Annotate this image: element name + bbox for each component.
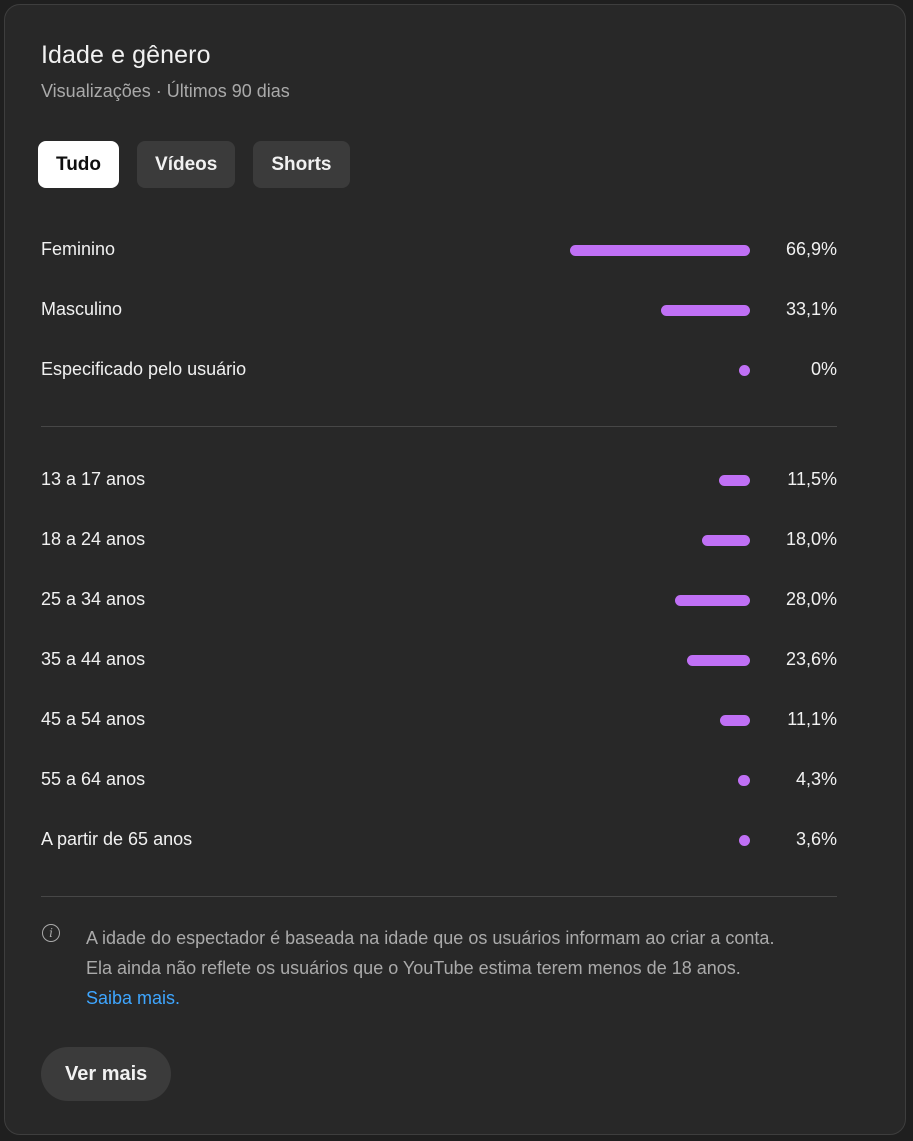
gender-row: Feminino 66,9% xyxy=(41,235,837,265)
percentage-bar xyxy=(570,245,750,256)
percentage-bar xyxy=(674,595,750,606)
row-percentage: 28,0% xyxy=(785,589,837,609)
info-note-line: A idade do espectador é baseada na idade… xyxy=(86,928,775,948)
row-percentage: 23,6% xyxy=(785,649,837,669)
gender-row: Especificado pelo usuário 0% xyxy=(41,355,837,385)
row-label: 13 a 17 anos xyxy=(41,469,146,489)
age-row: A partir de 65 anos 3,6% xyxy=(41,825,837,855)
row-label: Especificado pelo usuário xyxy=(41,359,247,379)
info-note: A idade do espectador é baseada na idade… xyxy=(86,923,866,1013)
row-label: Feminino xyxy=(41,239,116,259)
row-label: 35 a 44 anos xyxy=(41,649,146,669)
row-percentage: 4,3% xyxy=(795,769,837,789)
percentage-bar xyxy=(686,655,750,666)
row-percentage: 66,9% xyxy=(785,239,837,259)
info-note-line: Ela ainda não reflete os usuários que o … xyxy=(86,958,741,978)
gender-row: Masculino 33,1% xyxy=(41,295,837,325)
age-row: 13 a 17 anos 11,5% xyxy=(41,465,837,495)
row-percentage: 0% xyxy=(810,359,837,379)
percentage-bar xyxy=(739,365,750,376)
age-row: 35 a 44 anos 23,6% xyxy=(41,645,837,675)
row-label: 25 a 34 anos xyxy=(41,589,146,609)
info-icon: i xyxy=(42,924,60,942)
percentage-bar xyxy=(660,305,750,316)
percentage-bar xyxy=(739,835,750,846)
card-title: Idade e gênero xyxy=(41,41,211,69)
row-percentage: 11,5% xyxy=(787,469,837,489)
row-label: 18 a 24 anos xyxy=(41,529,146,549)
percentage-bar xyxy=(720,715,750,726)
percentage-bar xyxy=(701,535,750,546)
age-row: 55 a 64 anos 4,3% xyxy=(41,765,837,795)
row-percentage: 11,1% xyxy=(787,709,837,729)
tab-all[interactable]: Tudo xyxy=(38,141,120,188)
age-gender-card: Idade e gênero Visualizações · Últimos 9… xyxy=(4,4,906,1135)
age-row: 25 a 34 anos 28,0% xyxy=(41,585,837,615)
row-percentage: 3,6% xyxy=(795,829,837,849)
row-label: Masculino xyxy=(41,299,123,319)
row-label: 45 a 54 anos xyxy=(41,709,146,729)
learn-more-link[interactable]: Saiba mais. xyxy=(86,988,181,1008)
see-more-button[interactable]: Ver mais xyxy=(41,1047,172,1101)
percentage-bar xyxy=(719,475,750,486)
filter-tabs: Tudo Vídeos Shorts xyxy=(38,141,350,188)
row-percentage: 33,1% xyxy=(785,299,837,319)
section-divider xyxy=(41,426,837,427)
percentage-bar xyxy=(738,775,750,786)
row-label: 55 a 64 anos xyxy=(41,769,146,789)
age-row: 45 a 54 anos 11,1% xyxy=(41,705,837,735)
tab-videos[interactable]: Vídeos xyxy=(137,141,236,188)
age-row: 18 a 24 anos 18,0% xyxy=(41,525,837,555)
row-percentage: 18,0% xyxy=(785,529,837,549)
section-divider xyxy=(41,896,837,897)
row-label: A partir de 65 anos xyxy=(41,829,193,849)
card-subtitle: Visualizações · Últimos 90 dias xyxy=(41,81,290,101)
tab-shorts[interactable]: Shorts xyxy=(253,141,350,188)
